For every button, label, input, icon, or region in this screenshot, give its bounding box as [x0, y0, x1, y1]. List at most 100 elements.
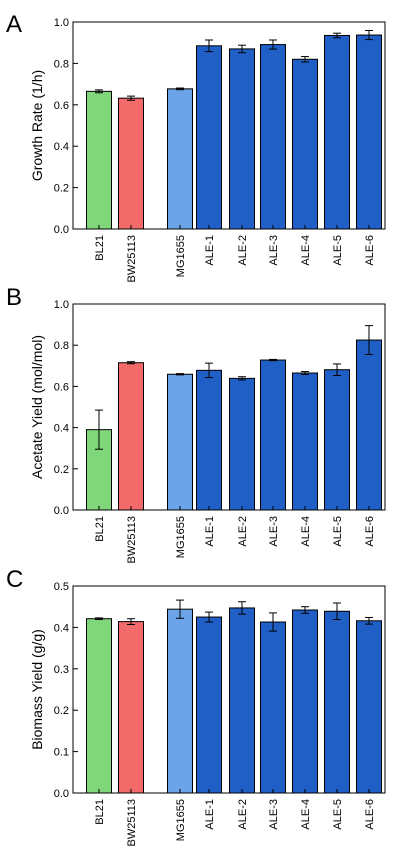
error-bar [238, 376, 246, 381]
y-tick-label: 0.6 [54, 100, 69, 112]
x-tick-label: ALE-6 [364, 235, 376, 266]
error-bar [176, 599, 184, 619]
x-tick-label: ALE-6 [364, 799, 376, 830]
x-tick-label: BW25113 [126, 799, 138, 847]
x-tick-label: ALE-5 [332, 516, 344, 547]
bar-ale-1 [196, 616, 222, 794]
x-tick-label: ALE-5 [332, 235, 344, 266]
x-tick-label: ALE-4 [300, 516, 312, 547]
x-tick-label: ALE-2 [237, 235, 249, 266]
bar-bw25113 [118, 362, 144, 511]
error-bar [95, 409, 103, 450]
y-tick-label: 0.0 [54, 224, 69, 236]
x-tick-label: MG1655 [175, 235, 187, 277]
bar-ale-4 [292, 609, 318, 794]
bar-bw25113 [118, 97, 144, 230]
bar-ale-2 [229, 377, 255, 511]
axes-frame [72, 303, 386, 511]
bar-ale-4 [292, 58, 318, 230]
y-tick-label: 0.1 [54, 747, 69, 759]
error-bar [301, 606, 309, 614]
panel-letter: B [6, 284, 22, 311]
bar-ale-1 [196, 45, 222, 230]
y-axis-title: Acetate Yield (mol/mol) [29, 335, 45, 479]
y-tick-label: 1.0 [54, 299, 69, 311]
x-tick-label: BW25113 [126, 235, 138, 283]
x-tick-label: BL21 [94, 235, 106, 261]
error-bar [365, 29, 373, 41]
y-tick-label: 0.2 [54, 464, 69, 476]
error-bar [365, 616, 373, 625]
y-tick-label: 0.0 [54, 788, 69, 800]
panel-letter: C [6, 566, 23, 593]
x-tick-label: ALE-5 [332, 799, 344, 830]
bar-ale-5 [324, 610, 350, 794]
panel-a: A 0.0 0.2 0.4 0.6 0.8 1.0 BL21 BW25113 MG1655 ALE-… [6, 11, 386, 283]
error-bar [205, 39, 213, 53]
error-bar [127, 361, 135, 365]
bar-ale-6 [356, 620, 382, 794]
error-bar [333, 32, 341, 39]
y-tick-label: 0.4 [54, 141, 69, 153]
error-bar [333, 363, 341, 376]
y-tick-label: 0.0 [54, 505, 69, 517]
error-bar [95, 89, 103, 94]
x-tick-label: ALE-4 [300, 235, 312, 266]
panel-letter: A [6, 11, 22, 38]
error-bar [301, 56, 309, 63]
error-bar [176, 373, 184, 376]
panel-b: B 0.0 0.2 0.4 0.6 0.8 1.0 BL21 BW25113 MG1655 ALE-… [6, 284, 386, 564]
x-tick-label: ALE-1 [204, 799, 216, 830]
x-tick-label: ALE-2 [237, 516, 249, 547]
error-bar [269, 358, 277, 362]
error-bar [176, 87, 184, 91]
x-tick-label: ALE-1 [204, 235, 216, 266]
bar-ale-3 [260, 359, 286, 511]
error-bar [205, 362, 213, 379]
x-tick-label: MG1655 [175, 799, 187, 841]
bar-ale-6 [356, 339, 382, 511]
error-bar [238, 601, 246, 615]
bar-ale-3 [260, 44, 286, 230]
bar-ale-5 [324, 369, 350, 511]
bar-bl21 [86, 618, 112, 794]
bar-ale-2 [229, 607, 255, 794]
error-bar [127, 618, 135, 626]
y-axis-title: Growth Rate (1/h) [29, 70, 45, 181]
y-tick-label: 0.6 [54, 381, 69, 393]
y-tick-label: 0.4 [54, 622, 69, 634]
error-bar [269, 39, 277, 50]
y-axis-title: Biomass Yield (g/g) [29, 629, 45, 750]
error-bar [238, 44, 246, 54]
bar-ale-2 [229, 48, 255, 230]
error-bar [301, 371, 309, 375]
y-tick-label: 0.5 [54, 581, 69, 593]
x-tick-label: ALE-2 [237, 799, 249, 830]
bar-bw25113 [118, 621, 144, 794]
bar-ale-6 [356, 34, 382, 230]
y-tick-label: 0.8 [54, 340, 69, 352]
x-tick-label: ALE-3 [268, 516, 280, 547]
x-tick-label: BL21 [94, 516, 106, 542]
axes-frame [72, 21, 386, 230]
bar-ale-4 [292, 372, 318, 511]
y-tick-label: 0.2 [54, 183, 69, 195]
bar-ale-3 [260, 621, 286, 794]
x-tick-label: ALE-1 [204, 516, 216, 547]
y-tick-label: 0.8 [54, 58, 69, 70]
bar-bl21 [86, 90, 112, 230]
panel-c: C 0.0 0.1 0.2 0.3 0.4 0.5 BL21 BW25113 MG1655 ALE-… [6, 566, 386, 847]
x-tick-label: ALE-6 [364, 516, 376, 547]
error-bar [269, 612, 277, 632]
y-tick-label: 0.2 [54, 705, 69, 717]
error-bar [95, 617, 103, 621]
x-tick-label: ALE-3 [268, 235, 280, 266]
bar-mg1655 [167, 608, 193, 794]
bar-ale-1 [196, 369, 222, 511]
error-bar [205, 611, 213, 623]
bar-mg1655 [167, 373, 193, 511]
y-tick-label: 0.3 [54, 664, 69, 676]
error-bar [127, 95, 135, 101]
axes-frame [72, 585, 386, 794]
